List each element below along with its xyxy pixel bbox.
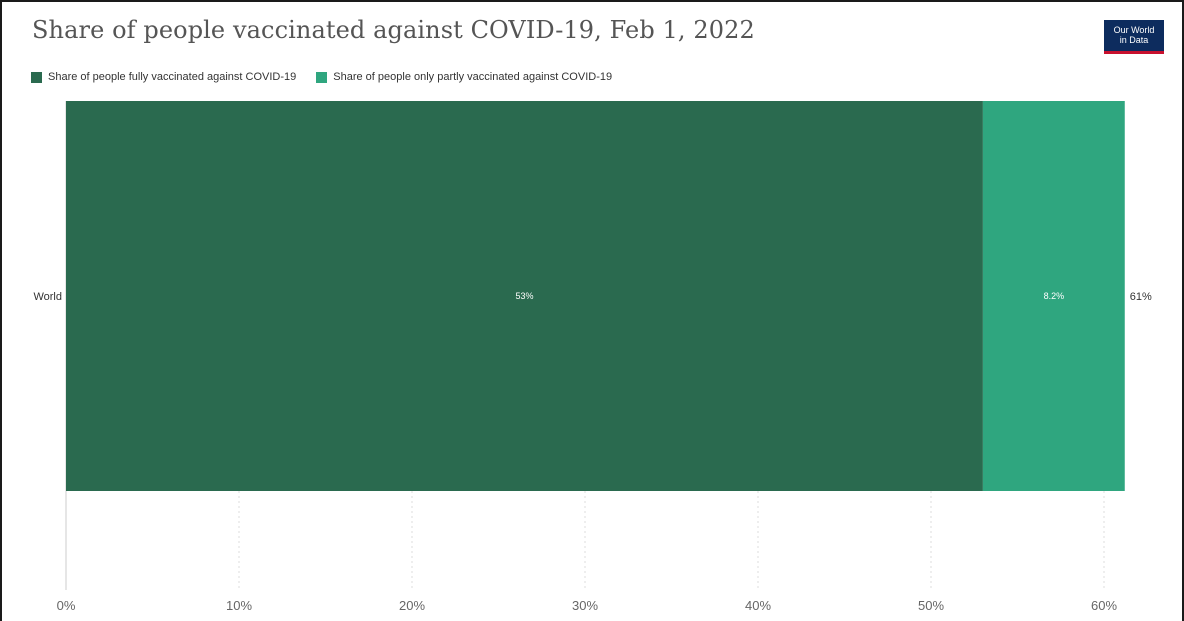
chart-legend: Share of people fully vaccinated against…: [31, 68, 632, 86]
x-tick-label-50: 50%: [918, 598, 944, 613]
logo-line-2: in Data: [1119, 35, 1149, 45]
category-label-world: World: [33, 291, 62, 303]
legend-item-fully[interactable]: Share of people fully vaccinated against…: [31, 71, 296, 83]
x-tick-label-0: 0%: [57, 598, 76, 613]
bar-value-label-partly: 8.2%: [1044, 291, 1065, 301]
bar-partly-world: [982, 101, 1125, 491]
x-tick-label-30: 30%: [572, 598, 598, 613]
bar-fully-world: [66, 101, 983, 491]
logo-line-1: Our World: [1113, 25, 1155, 35]
bar-value-label-fully: 53%: [515, 291, 533, 301]
owid-logo[interactable]: Our World in Data: [1104, 20, 1164, 54]
total-label-world: 61%: [1130, 291, 1152, 303]
legend-swatch-fully: [31, 71, 42, 83]
legend-swatch-partly: [316, 71, 328, 83]
x-tick-label-20: 20%: [399, 598, 425, 613]
chart-title: Share of people vaccinated against COVID…: [32, 16, 755, 44]
legend-item-partly[interactable]: Share of people only partly vaccinated a…: [316, 71, 612, 83]
x-tick-label-60: 60%: [1091, 598, 1117, 613]
x-tick-label-40: 40%: [745, 598, 771, 613]
legend-label-fully: Share of people fully vaccinated against…: [48, 71, 297, 83]
x-tick-label-10: 10%: [226, 598, 252, 613]
legend-label-partly: Share of people only partly vaccinated a…: [333, 71, 613, 83]
